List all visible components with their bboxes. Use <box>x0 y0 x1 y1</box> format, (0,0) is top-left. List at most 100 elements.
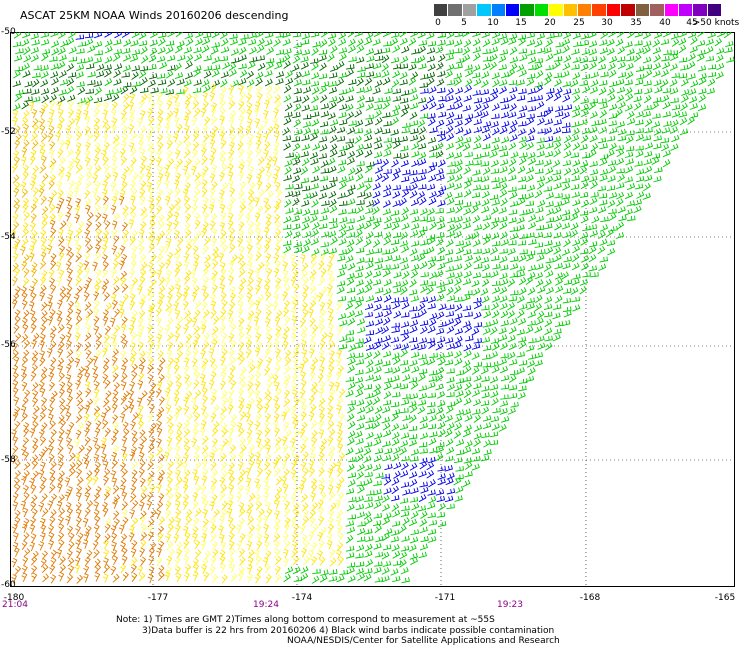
wind-barb <box>192 149 199 159</box>
wind-barb <box>218 189 225 200</box>
wind-barb <box>338 47 348 54</box>
legend-label: 15 <box>515 18 527 28</box>
wind-barb <box>490 221 499 230</box>
wind-barb <box>490 168 500 174</box>
wind-barb <box>471 205 479 214</box>
wind-barb <box>597 63 607 71</box>
wind-barb <box>114 63 123 71</box>
wind-barb <box>455 165 463 174</box>
wind-barb <box>84 115 91 126</box>
wind-barb <box>139 109 146 120</box>
wind-barb <box>40 79 49 88</box>
wind-barb <box>580 104 590 112</box>
wind-barb <box>13 150 20 160</box>
wind-barb <box>436 119 445 128</box>
wind-barb <box>428 151 438 158</box>
wind-barb <box>93 204 101 214</box>
wind-barb <box>41 52 49 62</box>
wind-barb <box>491 113 500 120</box>
wind-barb <box>716 62 725 71</box>
wind-barb <box>508 125 517 134</box>
wind-barb <box>643 94 652 104</box>
wind-barb <box>383 222 392 230</box>
wind-barb <box>390 129 399 136</box>
wind-barb <box>24 80 33 88</box>
wind-barb <box>284 199 292 208</box>
wind-barb <box>112 134 120 144</box>
wind-barb <box>392 199 401 208</box>
wind-barb <box>581 48 591 56</box>
wind-barb <box>193 158 201 168</box>
wind-barb <box>57 148 64 159</box>
wind-barb <box>410 128 419 135</box>
wind-barb <box>248 165 255 176</box>
wind-barb <box>634 160 643 167</box>
wind-barb <box>200 107 207 118</box>
wind-barb <box>237 211 244 221</box>
wind-barb <box>92 173 99 184</box>
legend-swatch <box>693 4 708 16</box>
wind-barb <box>364 119 374 127</box>
wind-barb <box>356 160 365 167</box>
wind-barb <box>401 222 410 230</box>
wind-barb <box>202 133 210 143</box>
wind-barb <box>366 55 375 63</box>
wind-barb <box>561 177 571 184</box>
wind-barb <box>364 134 373 142</box>
wind-barb <box>167 64 176 72</box>
wind-barb <box>84 56 94 64</box>
wind-barb <box>625 145 635 152</box>
wind-barb <box>409 190 418 199</box>
wind-barb <box>193 68 201 77</box>
wind-barb <box>526 39 536 47</box>
wind-barb <box>203 55 212 62</box>
wind-barb <box>354 128 364 134</box>
wind-barb <box>312 143 321 151</box>
wind-barb <box>579 232 589 240</box>
wind-barb <box>104 69 112 78</box>
wind-barb <box>176 40 185 48</box>
wind-barb <box>203 70 212 79</box>
wind-barb <box>510 151 519 159</box>
wind-barb <box>222 61 231 70</box>
wind-barb <box>21 101 30 110</box>
credit-line: NOAA/NESDIS/Center for Satellite Applica… <box>287 636 560 646</box>
wind-barb <box>516 79 525 86</box>
wind-barb <box>418 184 427 190</box>
wind-barb <box>635 145 644 151</box>
wind-barb <box>185 158 192 168</box>
wind-barb <box>220 230 227 240</box>
wind-barb <box>553 119 562 126</box>
wind-barb <box>309 191 318 199</box>
wind-barb <box>75 142 82 152</box>
wind-barb <box>59 156 66 167</box>
wind-barb <box>634 183 644 190</box>
wind-barb <box>472 46 481 54</box>
wind-barb <box>130 195 136 205</box>
wind-barb <box>436 130 446 136</box>
wind-barb <box>535 70 544 79</box>
wind-barb <box>589 98 598 104</box>
wind-barb <box>608 192 618 199</box>
wind-barb <box>176 140 183 150</box>
wind-barb <box>47 117 53 128</box>
wind-barb <box>491 72 500 80</box>
wind-barb <box>642 192 651 200</box>
wind-barb <box>463 207 472 216</box>
wind-barb <box>122 102 130 112</box>
wind-barb <box>185 54 194 63</box>
wind-barb <box>176 78 185 86</box>
wind-barb <box>609 55 618 64</box>
wind-barb <box>262 117 269 128</box>
wind-barb <box>472 32 481 38</box>
wind-barb <box>463 94 472 102</box>
wind-barb <box>51 40 60 48</box>
wind-barb <box>642 135 652 141</box>
wind-barb <box>32 124 39 134</box>
wind-barb <box>571 87 581 95</box>
wind-barb <box>220 156 226 166</box>
wind-barb <box>608 212 617 221</box>
wind-barb <box>652 70 661 78</box>
wind-barb <box>55 131 61 142</box>
wind-barb <box>491 232 500 240</box>
